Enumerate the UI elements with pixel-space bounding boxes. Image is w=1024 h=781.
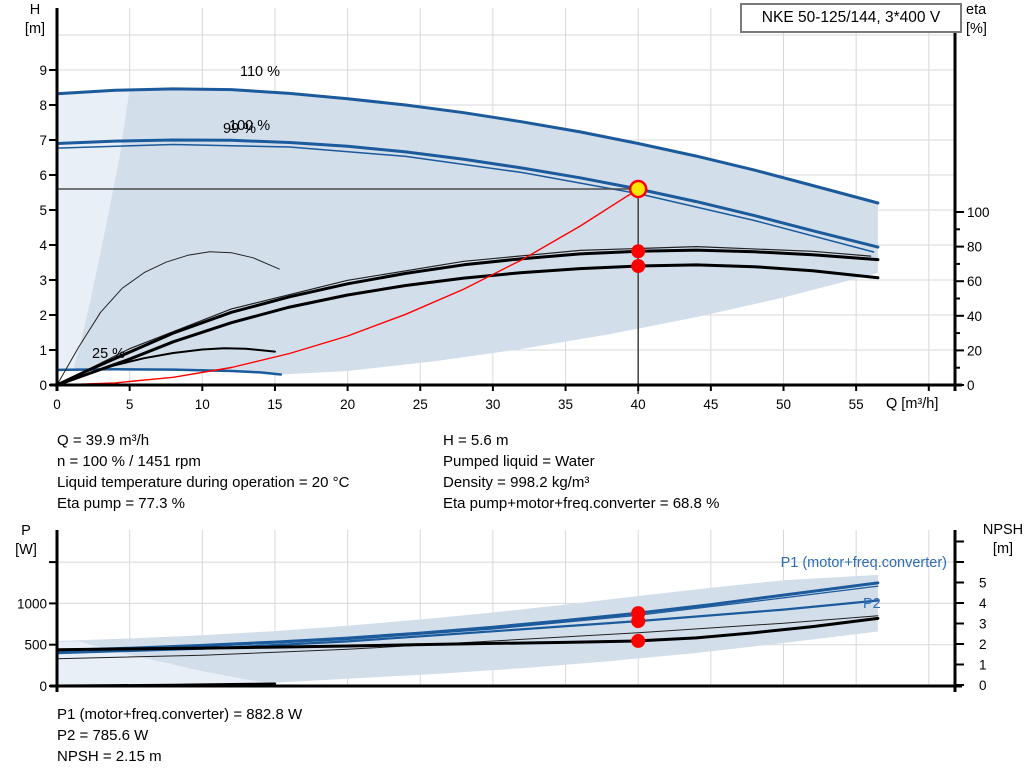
tick-label: 7 — [39, 133, 47, 148]
label-99pct: 99 % — [223, 121, 257, 137]
tick-label: 20 — [340, 397, 355, 412]
label-110pct: 110 % — [240, 64, 281, 80]
p2-point — [631, 614, 646, 629]
pump-title: NKE 50-125/144, 3*400 V — [761, 9, 941, 26]
tick-label: 5 — [39, 203, 47, 218]
tick-label: 8 — [39, 98, 47, 113]
tick-label: 40 — [967, 309, 982, 324]
tick-label: 0 — [53, 397, 61, 412]
power-chart: 0 500 1000 0 1 2 3 4 5 — [17, 530, 987, 694]
duty-point — [628, 179, 648, 199]
tick-label: 1 — [39, 343, 47, 358]
eta-pump — [55, 248, 880, 387]
pump-title-box: NKE 50-125/144, 3*400 V — [740, 3, 962, 33]
tick-label: 0 — [39, 378, 47, 393]
tick-label: 50 — [776, 397, 791, 412]
eta-pump-point — [631, 244, 646, 259]
tick-label: 4 — [39, 238, 47, 253]
npsh-axis-title: NPSH [m] — [982, 522, 1024, 557]
tick-label: 2 — [39, 308, 47, 323]
tick-label: 80 — [967, 240, 982, 255]
duty-head: H = 5.6 m — [443, 432, 509, 449]
head-110pct — [55, 87, 880, 205]
tick-label: 3 — [39, 273, 47, 288]
tick-label: 6 — [39, 168, 47, 183]
tick-label: 0 — [967, 378, 975, 393]
h-axis-title: H [m] — [24, 2, 46, 37]
duty-speed: n = 100 % / 1451 rpm — [57, 453, 201, 470]
label-25pct: 25 % — [92, 346, 126, 362]
tick-label: 60 — [967, 274, 982, 289]
duty-info-right: H = 5.6 m Pumped liquid = Water Density … — [443, 430, 719, 514]
duty-density: Density = 998.2 kg/m³ — [443, 474, 590, 491]
eta-pump-motor-converter — [55, 263, 880, 387]
eta-reduced-speed-arc — [56, 251, 280, 386]
eta-total-point — [631, 259, 646, 273]
duty-pumped-liquid: Pumped liquid = Water — [443, 453, 595, 470]
label-100pct: 100 % — [229, 118, 271, 134]
tick-label: 25 — [413, 397, 428, 412]
tick-label: 500 — [24, 638, 47, 653]
tick-label: 3 — [979, 617, 987, 632]
eta-25pct — [56, 347, 276, 386]
tick-label: 0 — [39, 679, 47, 694]
p-axis-title: P [W] — [15, 523, 37, 558]
duty-npsh: NPSH = 2.15 m — [57, 748, 162, 765]
system-curve — [56, 188, 639, 386]
tick-label: 45 — [703, 397, 718, 412]
duty-q: Q = 39.9 m³/h — [57, 432, 150, 449]
p-thin-black — [56, 615, 879, 660]
tick-label: 2 — [979, 637, 987, 652]
label-p2-curve: P2 — [863, 596, 881, 612]
head-99pct — [56, 143, 875, 253]
tick-label: 5 — [126, 397, 134, 412]
duty-liquid-temp: Liquid temperature during operation = 20… — [57, 474, 350, 491]
p1-motor-converter — [55, 581, 880, 652]
eta-axis-title: eta [%] — [966, 2, 987, 37]
tick-label: 30 — [485, 397, 500, 412]
tick-label: 1 — [979, 658, 987, 673]
tick-label: 1000 — [17, 596, 47, 611]
power-info: P1 (motor+freq.converter) = 882.8 W P2 =… — [57, 704, 302, 767]
qh-chart: 0 5 10 15 20 25 30 35 40 45 50 55012345678902040608… — [39, 8, 990, 412]
tick-label: 100 — [967, 205, 990, 220]
duty-p1: P1 (motor+freq.converter) = 882.8 W — [57, 706, 303, 723]
tick-label: 55 — [849, 397, 864, 412]
operating-envelope-light — [57, 89, 130, 370]
duty-p2: P2 = 785.6 W — [57, 727, 149, 744]
duty-eta-pump: Eta pump = 77.3 % — [57, 495, 185, 512]
tick-label: 40 — [631, 397, 646, 412]
q-axis-title: Q [m³/h] — [886, 396, 939, 412]
tick-label: 15 — [267, 397, 282, 412]
head-25pct — [55, 368, 283, 376]
tick-label: 9 — [39, 63, 47, 78]
head-100pct — [55, 138, 880, 249]
duty-eta-total: Eta pump+motor+freq.converter = 68.8 % — [443, 495, 720, 512]
npsh-point — [631, 633, 646, 648]
tick-label: 10 — [195, 397, 210, 412]
tick-label: 4 — [979, 596, 987, 611]
tick-label: 20 — [967, 343, 982, 358]
npsh-curve — [55, 616, 880, 652]
tick-label: 5 — [979, 576, 987, 591]
duty-info-left: Q = 39.9 m³/h n = 100 % / 1451 rpm Liqui… — [57, 430, 349, 514]
tick-label: 35 — [558, 397, 573, 412]
label-p1-curve: P1 (motor+freq.converter) — [780, 555, 947, 571]
eta-99pct-thin — [56, 246, 872, 386]
tick-label: 0 — [979, 678, 987, 693]
